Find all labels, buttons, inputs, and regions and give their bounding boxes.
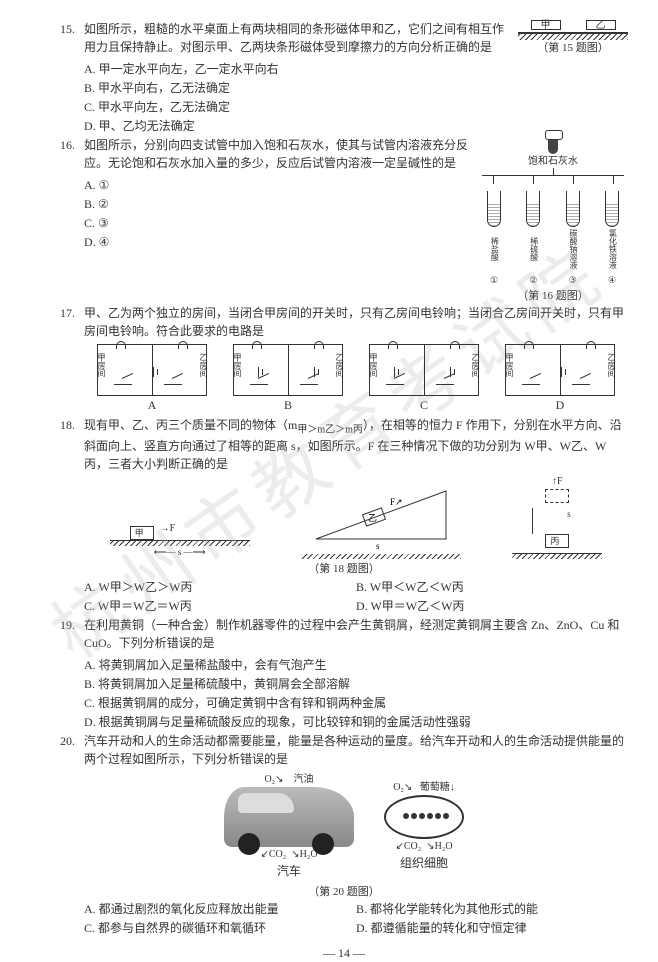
q19-opt-c: C. 根据黄铜屑的成分，可确定黄铜中含有锌和铜两种金属 <box>84 694 628 712</box>
q18-fig-label: （第 18 题图） <box>60 561 628 578</box>
q19-stem: 在利用黄铜（一种合金）制作机器零件的过程中会产生黄铜屑，经测定黄铜屑主要含 Zn… <box>84 616 628 652</box>
q20-opt-c: C. 都参与自然界的碳循环和氧循环 <box>84 919 356 937</box>
page-number: — 14 — <box>60 944 628 962</box>
car-icon <box>224 787 354 847</box>
cell-label: 组织细胞 <box>384 854 464 872</box>
tube1-label: 稀盐酸 <box>490 229 499 269</box>
tube1-num: ① <box>478 274 510 288</box>
circuit-d: 甲房间 乙房间 <box>505 344 615 396</box>
q15: 15. 如图所示，粗糙的水平桌面上有两块相同的条形磁体甲和乙，它们之间有相互作用… <box>60 20 512 56</box>
dropper-label: 饱和石灰水 <box>528 156 578 167</box>
car-label: 汽车 <box>224 862 354 880</box>
q17-circuits: 甲房间 乙房间 A 甲房间 乙房间 B 甲房间 乙房间 <box>84 344 628 414</box>
q15-opt-a: A. 甲一定水平向左，乙一定水平向右 <box>84 60 628 78</box>
q19-opt-d: D. 根据黄铜屑与足量稀硫酸反应的现象，可比较锌和铜的金属活动性强弱 <box>84 713 628 731</box>
q18-num: 18. <box>60 416 84 473</box>
circuit-d-label: D <box>500 396 620 414</box>
q18-opt-a: A. W甲＞W乙＞W丙 <box>84 578 356 596</box>
q15-num: 15. <box>60 20 84 56</box>
q16: 16. 如图所示，分别向四支试管中加入饱和石灰水，使其与试管内溶液充分反应。无论… <box>60 136 472 172</box>
q15-opt-c: C. 甲水平向左，乙无法确定 <box>84 98 628 116</box>
q20-opt-a: A. 都通过剧烈的氧化反应释放出能量 <box>84 900 356 918</box>
room-label: 乙房间 <box>605 353 617 377</box>
room-label: 甲房间 <box>503 353 515 377</box>
room-label: 乙房间 <box>333 353 345 377</box>
tube4-num: ④ <box>596 274 628 288</box>
q20-fig-label: （第 20 题图） <box>60 884 628 901</box>
circuit-c: 甲房间 乙房间 <box>369 344 479 396</box>
q18-opt-d: D. W甲＝W乙＜W丙 <box>356 597 628 615</box>
q19: 19. 在利用黄铜（一种合金）制作机器零件的过程中会产生黄铜屑，经测定黄铜屑主要… <box>60 616 628 652</box>
q16-num: 16. <box>60 136 84 172</box>
q15-figure: 甲 乙 （第 15 题图） <box>518 20 628 57</box>
magnet-2: 乙 <box>586 20 616 30</box>
q18: 18. 现有甲、乙、丙三个质量不同的物体（m甲＞m乙＞m丙），在相等的恒力 F … <box>60 416 628 473</box>
room-label: 甲房间 <box>95 353 107 377</box>
dropper-icon <box>548 136 558 154</box>
q17-stem: 甲、乙为两个独立的房间，当闭合甲房间的开关时，只有乙房间电铃响；当闭合乙房间开关… <box>84 304 628 340</box>
q15-stem: 如图所示，粗糙的水平桌面上有两块相同的条形磁体甲和乙，它们之间有相互作用力且保持… <box>84 20 512 56</box>
tube3-num: ③ <box>557 274 589 288</box>
tube2-num: ② <box>517 274 549 288</box>
magnet-1: 甲 <box>531 20 561 30</box>
tube3-label: 碳酸钠溶液 <box>568 229 577 269</box>
circuit-c-label: C <box>364 396 484 414</box>
circuit-a-label: A <box>92 396 212 414</box>
q17: 17. 甲、乙为两个独立的房间，当闭合甲房间的开关时，只有乙房间电铃响；当闭合乙… <box>60 304 628 340</box>
incline-icon: 乙 F↗ s <box>306 479 456 549</box>
q18-opt-c: C. W甲＝W乙＝W丙 <box>84 597 356 615</box>
q18-opt-b: B. W甲＜W乙＜W丙 <box>356 578 628 596</box>
q20-stem: 汽车开动和人的生命活动都需要能量，能量是各种运动的量度。给汽车开动和人的生命活动… <box>84 732 628 768</box>
q16-stem: 如图所示，分别向四支试管中加入饱和石灰水，使其与试管内溶液充分反应。无论饱和石灰… <box>84 136 472 172</box>
room-label: 甲房间 <box>367 353 379 377</box>
cell-icon <box>384 795 464 839</box>
q20-figure: O₂↘ 汽油 ↙CO₂ ↘H₂O 汽车 O₂↘ 葡萄糖↓ ↙CO₂ ↘H₂O 组… <box>60 772 628 880</box>
room-label: 甲房间 <box>231 353 243 377</box>
q19-num: 19. <box>60 616 84 652</box>
q15-fig-label: （第 15 题图） <box>518 40 628 57</box>
q20: 20. 汽车开动和人的生命活动都需要能量，能量是各种运动的量度。给汽车开动和人的… <box>60 732 628 768</box>
tube2-label: 稀硫酸 <box>529 229 538 269</box>
q20-opt-d: D. 都遵循能量的转化和守恒定律 <box>356 919 628 937</box>
q16-fig-label: （第 16 题图） <box>478 288 628 305</box>
q20-opt-b: B. 都将化学能转化为其他形式的能 <box>356 900 628 918</box>
circuit-b-label: B <box>228 396 348 414</box>
svg-text:s: s <box>376 541 380 549</box>
q16-figure: 饱和石灰水 稀盐酸 ① 稀硫酸 ② 碳酸钠溶液 ③ 氯化铁溶液 ④ （第 16 题图） <box>478 136 628 304</box>
q15-opt-b: B. 甲水平向右，乙无法确定 <box>84 79 628 97</box>
tube4-label: 氯化铁溶液 <box>608 229 617 269</box>
q19-opt-b: B. 将黄铜屑加入足量稀硫酸中，黄铜屑会全部溶解 <box>84 675 628 693</box>
circuit-b: 甲房间 乙房间 <box>233 344 343 396</box>
q17-num: 17. <box>60 304 84 340</box>
svg-text:F↗: F↗ <box>390 497 403 507</box>
q18-stem: 现有甲、乙、丙三个质量不同的物体（m甲＞m乙＞m丙），在相等的恒力 F 作用下，… <box>84 416 628 473</box>
room-label: 乙房间 <box>197 353 209 377</box>
room-label: 乙房间 <box>469 353 481 377</box>
q19-opt-a: A. 将黄铜屑加入足量稀盐酸中，会有气泡产生 <box>84 656 628 674</box>
q18-figure: 甲 →F ⟵— s —⟶ 乙 F↗ s ↑F s 丙 <box>84 479 628 559</box>
svg-text:乙: 乙 <box>368 513 377 523</box>
circuit-a: 甲房间 乙房间 <box>97 344 207 396</box>
q20-num: 20. <box>60 732 84 768</box>
